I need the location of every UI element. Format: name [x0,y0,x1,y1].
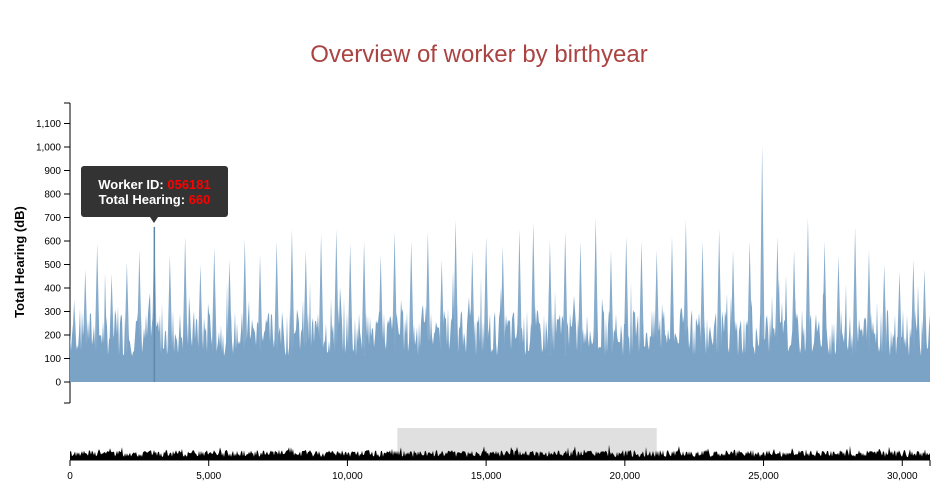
data-peak [593,217,599,354]
data-peak [182,236,188,354]
y-tick-label: 0 [55,378,61,389]
y-axis-ticks: 0 100 200 300 400 500 600 700 800 900 1,000 1,100 [36,119,70,389]
data-peak [791,250,797,354]
data-peak [547,241,553,354]
data-peak [274,241,280,354]
x-axis-ticks: 0 5,000 10,000 15,000 20,000 25,000 30,000 [67,460,918,482]
x-tick-label: 25,000 [748,471,779,482]
data-peak [318,233,324,354]
data-peak [167,255,173,354]
data-peak [516,229,522,354]
data-peak [94,243,100,354]
data-peak [227,259,233,354]
tooltip: Worker ID: 056181 Total Hearing: 660 [81,166,228,217]
data-peak [747,241,753,354]
data-peak [197,264,203,354]
data-peak [378,255,384,354]
data-peak [910,259,916,354]
data-peak [242,238,248,354]
x-tick-label: 15,000 [471,471,502,482]
data-peak [361,241,367,354]
y-tick-label: 400 [44,284,61,295]
y-tick-label: 700 [44,213,61,224]
data-peak [921,269,927,354]
y-tick-label: 800 [44,190,61,201]
y-axis-label: Total Hearing (dB) [12,206,27,318]
data-peak [759,144,765,354]
y-tick-label: 600 [44,237,61,248]
tooltip-worker-id: 056181 [167,177,211,192]
data-peak [774,236,780,354]
data-peak [124,262,130,354]
x-tick-label: 20,000 [610,471,641,482]
area-fill [70,270,930,382]
data-peak [805,217,811,354]
x-tick-label: 30,000 [887,471,918,482]
y-tick-label: 1,100 [36,119,61,130]
data-peak [136,250,142,354]
data-peak [483,236,489,354]
data-peak [82,269,88,354]
focus-area [70,144,930,382]
data-peak [577,241,583,354]
data-peak [347,243,353,354]
tooltip-arrow [150,217,158,223]
y-tick-label: 1,000 [36,143,61,154]
data-peak [654,250,660,354]
data-peak [669,236,675,354]
y-tick-label: 200 [44,331,61,342]
data-peak [453,219,459,354]
tooltip-total-hearing: 660 [188,192,211,207]
data-peak [835,255,841,354]
data-peak [896,271,902,354]
tooltip-hearing-label: Total Hearing: [98,192,189,207]
y-tick-label: 500 [44,260,61,271]
data-peak [866,250,872,354]
x-tick-label: 5,000 [196,471,221,482]
data-peak [289,229,295,354]
data-peak [562,231,568,354]
x-tick-label: 0 [67,471,73,482]
data-peak [638,241,644,354]
y-tick-label: 900 [44,166,61,177]
data-peak [333,229,339,354]
data-peak [623,236,629,354]
data-peak [530,222,536,354]
tooltip-worker-label: Worker ID: [98,177,168,192]
data-peak [716,229,722,354]
data-peak [852,226,858,354]
data-peak [439,259,445,354]
tooltip-worker-row: Worker ID: 056181 [81,177,228,192]
data-peak [469,250,475,354]
data-peak [700,241,706,354]
tooltip-hearing-row: Total Hearing: 660 [81,192,228,207]
data-peak [211,246,217,354]
data-peak [408,241,414,354]
data-peak [500,245,506,354]
data-peak [303,250,309,354]
context-area-fill [70,444,930,460]
chart-title: Overview of worker by birthyear [310,41,648,68]
context-area [70,444,930,460]
y-tick-label: 100 [44,354,61,365]
context-overview[interactable]: 0 5,000 10,000 15,000 20,000 25,000 30,000 [67,428,931,482]
data-peak [608,250,614,354]
data-peak [425,231,431,354]
y-tick-label: 300 [44,307,61,318]
data-peak [71,299,77,354]
data-peak [822,241,828,354]
data-peak [109,273,115,354]
data-peak [683,219,689,354]
x-tick-label: 10,000 [332,471,363,482]
data-peak [392,231,398,354]
x-axis [69,459,931,466]
data-peak [881,264,887,354]
data-peak [257,255,263,354]
data-peak [730,250,736,354]
